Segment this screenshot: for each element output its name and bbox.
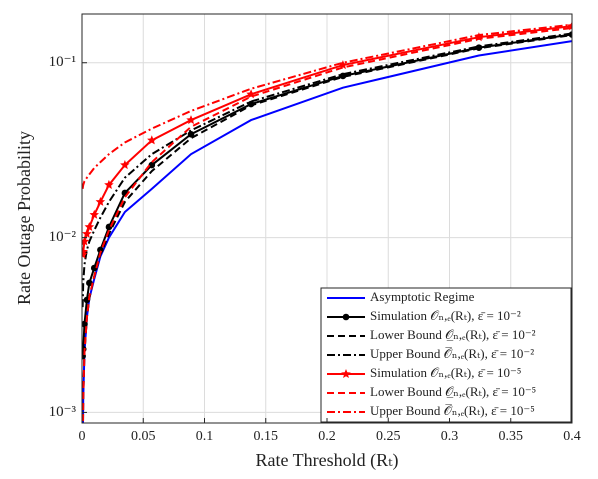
y-tick-label: 10⁻¹ bbox=[49, 54, 76, 70]
x-tick-label: 0.3 bbox=[441, 429, 459, 444]
marker bbox=[338, 60, 348, 70]
marker bbox=[82, 228, 92, 238]
marker bbox=[89, 209, 99, 219]
marker bbox=[82, 320, 88, 328]
x-axis-label: Rate Threshold (Rₜ) bbox=[255, 450, 398, 471]
marker bbox=[567, 21, 572, 31]
x-tick-label: 0.4 bbox=[563, 429, 581, 444]
marker bbox=[187, 130, 195, 138]
y-tick-label: 10⁻³ bbox=[49, 404, 77, 420]
legend-label: Upper Bound 𝒪̅ₙ,ₑ(Rₜ), ε̄ = 10⁻⁵ bbox=[370, 403, 535, 418]
legend-label: Lower Bound 𝒪̲ₙ,ₑ(Rₜ), ε̄ = 10⁻⁵ bbox=[370, 384, 536, 399]
marker bbox=[341, 369, 351, 378]
marker bbox=[95, 196, 106, 206]
marker bbox=[84, 222, 95, 231]
marker bbox=[104, 179, 114, 189]
x-tick-label: 0.05 bbox=[131, 429, 156, 444]
x-tick-label: 0 bbox=[79, 429, 86, 444]
marker bbox=[147, 135, 157, 145]
x-tick-label: 0.35 bbox=[499, 429, 524, 444]
marker bbox=[82, 246, 88, 256]
legend-label: Lower Bound 𝒪̲ₙ,ₑ(Rₜ), ε̄ = 10⁻² bbox=[370, 327, 536, 342]
y-tick-label: 10⁻² bbox=[49, 229, 77, 245]
x-tick-label: 0.1 bbox=[196, 429, 214, 444]
x-tick-label: 0.25 bbox=[376, 429, 401, 444]
legend: Asymptotic Regime Simulation 𝒪ₙ,ₑ(Rₜ), ε̄… bbox=[320, 287, 572, 423]
y-axis-label: Rate Outage Probability bbox=[14, 131, 34, 305]
marker bbox=[82, 236, 90, 246]
marker bbox=[186, 115, 196, 125]
x-tick-label: 0.15 bbox=[254, 429, 279, 444]
legend-label: Asymptotic Regime bbox=[370, 289, 475, 304]
marker bbox=[342, 313, 350, 321]
series-line bbox=[82, 27, 572, 423]
legend-label: Simulation 𝒪ₙ,ₑ(Rₜ), ε̄ = 10⁻⁵ bbox=[370, 365, 521, 380]
legend-label: Upper Bound 𝒪̅ₙ,ₑ(Rₜ), ε̄ = 10⁻² bbox=[370, 346, 534, 361]
series-line bbox=[82, 23, 572, 189]
marker bbox=[86, 279, 93, 287]
lines bbox=[82, 21, 572, 423]
marker bbox=[148, 161, 156, 169]
legend-label: Simulation 𝒪ₙ,ₑ(Rₜ), ε̄ = 10⁻² bbox=[370, 308, 521, 323]
marker bbox=[120, 160, 130, 170]
marker bbox=[474, 32, 484, 42]
x-tick-label: 0.2 bbox=[318, 429, 336, 444]
